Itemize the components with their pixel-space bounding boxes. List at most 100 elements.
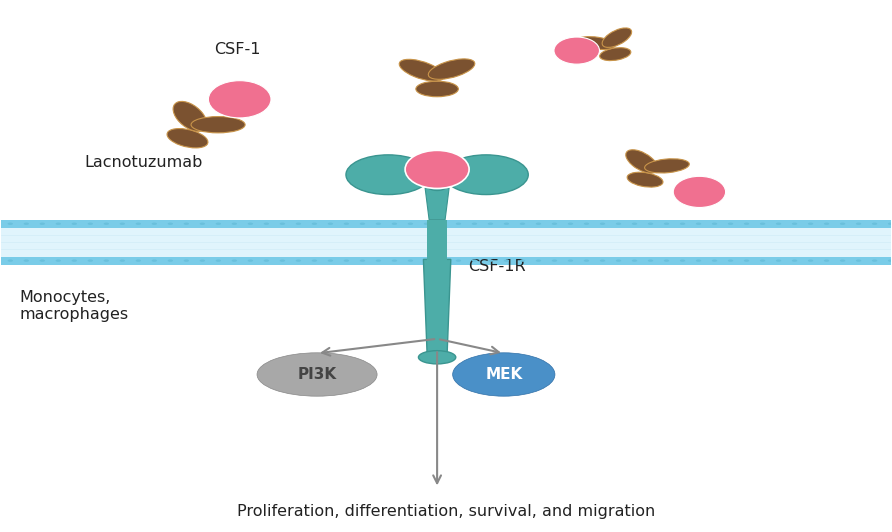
Ellipse shape [856,222,862,225]
Ellipse shape [248,222,253,225]
Ellipse shape [552,260,558,262]
Ellipse shape [744,222,749,225]
Ellipse shape [343,260,349,262]
Ellipse shape [472,260,477,262]
Ellipse shape [216,260,221,262]
Ellipse shape [136,222,141,225]
Ellipse shape [168,260,173,262]
Ellipse shape [584,260,589,262]
Ellipse shape [103,260,109,262]
Ellipse shape [792,222,797,225]
Ellipse shape [184,260,189,262]
Ellipse shape [168,222,173,225]
Text: Monocytes,
macrophages: Monocytes, macrophages [19,290,128,322]
Ellipse shape [456,260,461,262]
Ellipse shape [327,222,333,225]
Ellipse shape [888,222,892,225]
Ellipse shape [744,260,749,262]
Ellipse shape [264,260,269,262]
Bar [2,220,890,265]
Ellipse shape [200,260,205,262]
Ellipse shape [680,222,685,225]
Ellipse shape [87,222,93,225]
Ellipse shape [408,260,413,262]
Text: MEK: MEK [485,367,523,382]
Ellipse shape [615,222,621,225]
Ellipse shape [680,260,685,262]
Ellipse shape [216,222,221,225]
Ellipse shape [55,260,61,262]
Ellipse shape [840,260,846,262]
Ellipse shape [602,28,632,47]
Ellipse shape [359,222,365,225]
Ellipse shape [615,260,621,262]
Ellipse shape [200,222,205,225]
Ellipse shape [392,260,397,262]
Ellipse shape [712,222,717,225]
Ellipse shape [599,260,605,262]
Ellipse shape [632,222,637,225]
Ellipse shape [209,81,271,118]
Ellipse shape [488,260,493,262]
Ellipse shape [346,155,431,195]
Ellipse shape [554,37,599,64]
Ellipse shape [232,260,237,262]
Ellipse shape [280,222,285,225]
Ellipse shape [191,117,245,133]
Ellipse shape [428,59,475,79]
Ellipse shape [856,260,862,262]
Ellipse shape [55,222,61,225]
Ellipse shape [296,260,301,262]
Ellipse shape [136,260,141,262]
Ellipse shape [87,260,93,262]
Ellipse shape [167,129,208,148]
Ellipse shape [632,260,637,262]
Ellipse shape [626,149,657,173]
Ellipse shape [408,222,413,225]
Ellipse shape [405,151,469,188]
Ellipse shape [23,260,29,262]
Ellipse shape [232,222,237,225]
Ellipse shape [120,222,125,225]
Ellipse shape [424,222,429,225]
Ellipse shape [760,222,765,225]
Ellipse shape [599,48,631,61]
Ellipse shape [840,222,846,225]
Ellipse shape [808,260,814,262]
Ellipse shape [696,222,701,225]
Ellipse shape [376,260,381,262]
Ellipse shape [776,260,781,262]
Ellipse shape [536,222,541,225]
Ellipse shape [664,222,669,225]
Text: CSF-1: CSF-1 [214,42,260,57]
Ellipse shape [568,260,574,262]
Polygon shape [425,188,449,220]
Ellipse shape [418,351,456,364]
Ellipse shape [664,260,669,262]
Ellipse shape [792,260,797,262]
Ellipse shape [452,353,555,396]
Ellipse shape [39,260,45,262]
Ellipse shape [280,260,285,262]
Polygon shape [424,260,450,360]
Ellipse shape [327,260,333,262]
Ellipse shape [248,260,253,262]
Ellipse shape [424,260,429,262]
Ellipse shape [520,222,525,225]
Ellipse shape [568,222,574,225]
Ellipse shape [577,37,615,49]
Text: PI3K: PI3K [298,367,336,382]
Text: CSF-1R: CSF-1R [468,259,526,273]
Ellipse shape [184,222,189,225]
Ellipse shape [760,260,765,262]
Ellipse shape [376,222,381,225]
Ellipse shape [311,222,317,225]
Ellipse shape [103,222,109,225]
Bar [427,220,447,265]
Ellipse shape [23,222,29,225]
Ellipse shape [39,222,45,225]
Ellipse shape [627,172,663,187]
Ellipse shape [488,222,493,225]
Ellipse shape [400,59,444,81]
Ellipse shape [71,222,77,225]
